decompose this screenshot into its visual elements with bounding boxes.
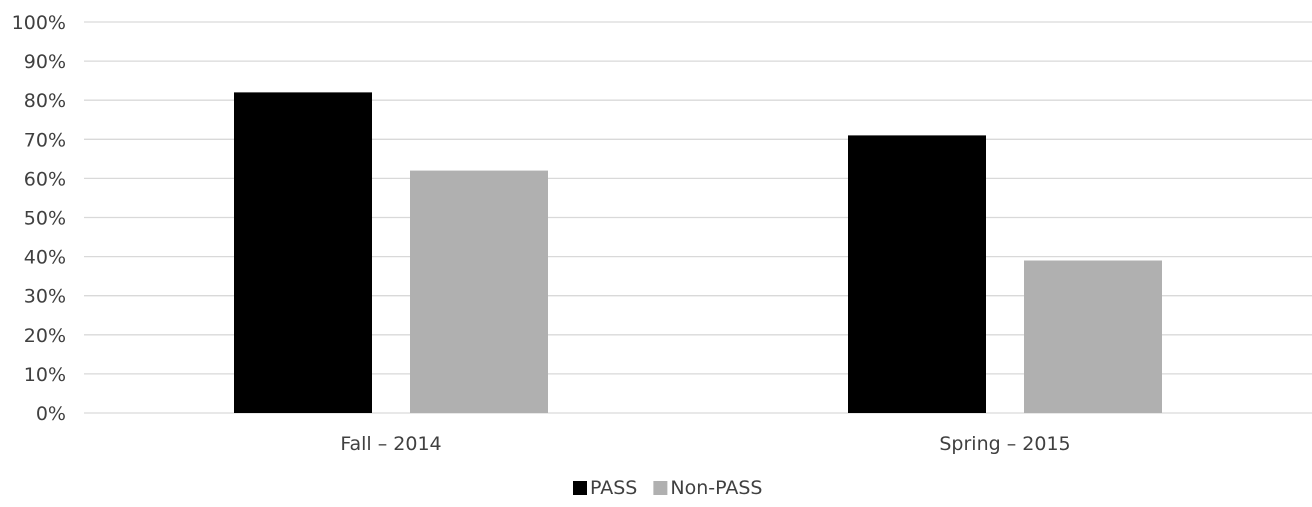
- x-category-label: Fall – 2014: [340, 433, 441, 455]
- bar-pass-0: [234, 92, 372, 413]
- legend-label: Non-PASS: [670, 477, 762, 499]
- legend-swatch-non-pass: [653, 481, 668, 495]
- y-tick-label: 10%: [24, 364, 66, 386]
- y-tick-label: 40%: [24, 247, 66, 269]
- bar-pass-1: [848, 135, 986, 413]
- y-tick-label: 100%: [12, 12, 66, 34]
- y-tick-label: 30%: [24, 286, 66, 308]
- y-tick-label: 80%: [24, 90, 66, 112]
- legend-swatch-pass: [573, 481, 587, 495]
- y-tick-label: 50%: [24, 208, 66, 230]
- y-tick-label: 0%: [36, 403, 66, 425]
- y-tick-label: 60%: [24, 168, 66, 190]
- bar-non-pass-0: [410, 170, 548, 413]
- bar-non-pass-1: [1024, 260, 1162, 413]
- y-tick-label: 90%: [24, 51, 66, 73]
- x-axis-category-labels: Fall – 2014 Spring – 2015: [340, 433, 1070, 455]
- x-category-label: Spring – 2015: [939, 433, 1070, 455]
- legend: PASS Non-PASS: [573, 477, 762, 499]
- y-tick-label: 20%: [24, 325, 66, 347]
- y-axis-tick-labels: 0% 10% 20% 30% 40% 50% 60% 70% 80% 90% 100%: [12, 12, 66, 425]
- bars: [234, 92, 1162, 413]
- legend-label: PASS: [590, 477, 637, 499]
- y-tick-label: 70%: [24, 129, 66, 151]
